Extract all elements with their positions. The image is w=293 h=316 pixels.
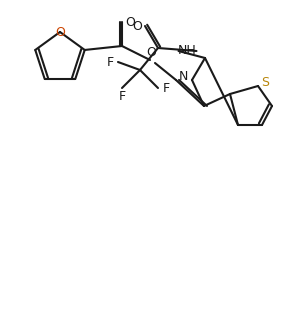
Text: O: O (125, 15, 135, 28)
Text: O: O (146, 46, 156, 58)
Text: O: O (55, 26, 65, 39)
Text: N: N (178, 70, 188, 83)
Text: S: S (261, 76, 269, 88)
Text: F: F (118, 89, 126, 102)
Text: NH: NH (178, 45, 197, 58)
Text: F: F (106, 56, 114, 69)
Text: F: F (162, 82, 170, 94)
Text: O: O (132, 20, 142, 33)
